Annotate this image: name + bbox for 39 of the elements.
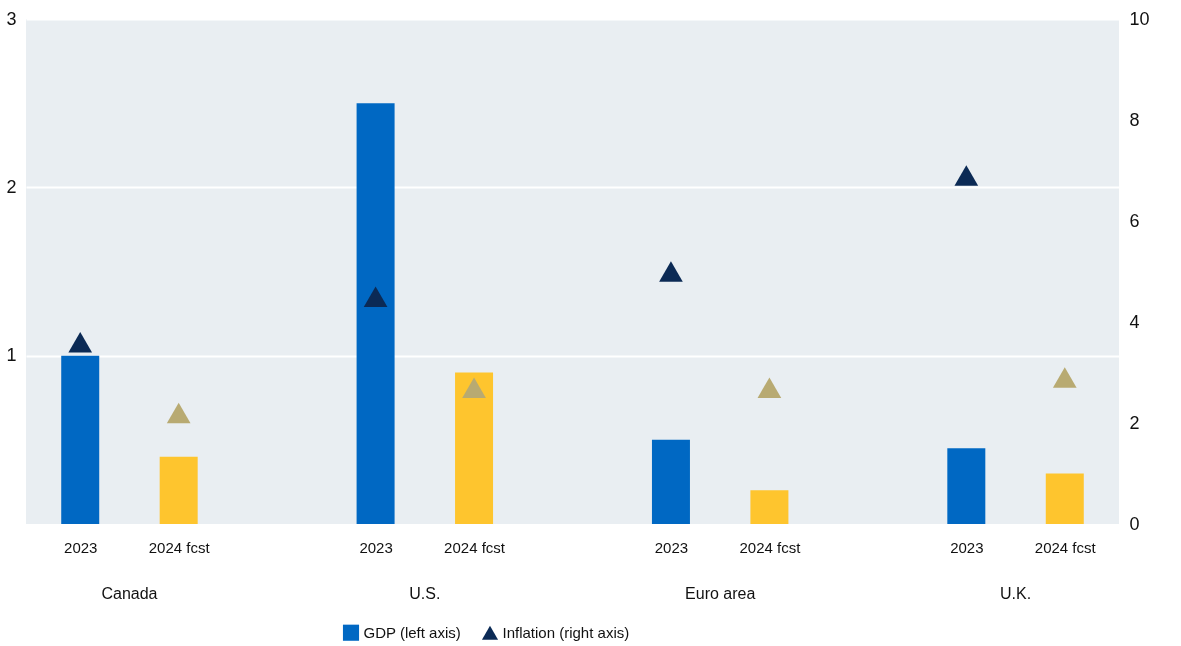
bar: [947, 448, 986, 524]
y-tick-label: 3: [6, 8, 17, 29]
bar: [651, 439, 690, 524]
x-tick-label: 2023: [950, 538, 984, 556]
point: [462, 377, 486, 398]
bar: [1045, 473, 1084, 524]
bar: [61, 355, 100, 524]
point: [954, 165, 979, 186]
bar: [750, 490, 789, 524]
point: [363, 286, 388, 307]
text: Euro area: [685, 585, 756, 602]
bar: [356, 103, 395, 524]
point: [757, 377, 782, 398]
x-tick-label: 2023: [359, 538, 393, 556]
legend-label: Inflation (right axis): [502, 623, 630, 641]
point: [1052, 367, 1077, 388]
y2-tick-label: 10: [1129, 8, 1150, 29]
bar: [455, 372, 494, 524]
bar: [159, 456, 198, 524]
legend-label: GDP (left axis): [363, 623, 461, 641]
y2-tick-label: 8: [1129, 109, 1140, 130]
point: [166, 402, 191, 424]
point: [659, 261, 683, 282]
y2-tick-label: 0: [1129, 513, 1140, 534]
x-tick-label: 2024 fcst: [1034, 538, 1097, 556]
x-tick-label: 2024 fcst: [148, 538, 211, 556]
y2-tick-label: 2: [1129, 412, 1140, 433]
y-tick-label: 1: [6, 345, 17, 366]
x-tick-label: 2024 fcst: [739, 538, 802, 556]
text: U.S.: [409, 585, 441, 602]
y-tick-label: 2: [6, 176, 17, 197]
text: Canada: [101, 585, 158, 602]
x-tick-label: 2024 fcst: [444, 538, 506, 556]
y2-tick-label: 4: [1129, 311, 1140, 332]
x-tick-label: 2023: [654, 538, 689, 556]
y2-tick-label: 6: [1129, 210, 1140, 231]
point: [68, 331, 93, 353]
text: U.K.: [999, 585, 1032, 602]
x-tick-label: 2023: [64, 538, 98, 556]
